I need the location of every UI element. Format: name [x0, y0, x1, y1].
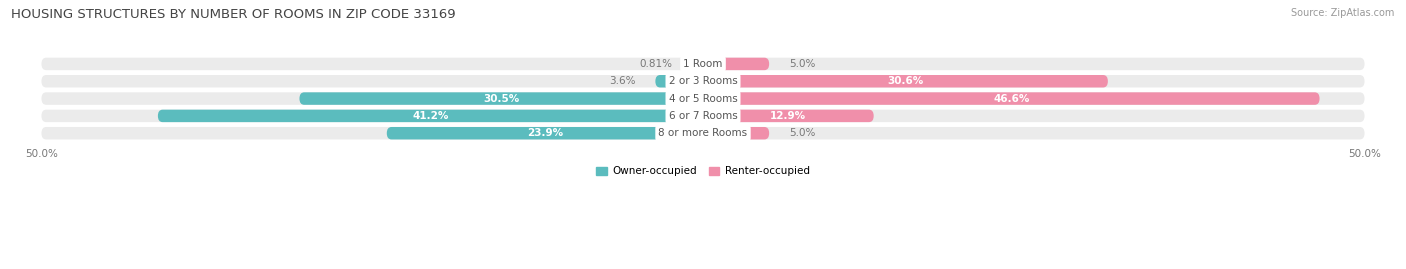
Text: 2 or 3 Rooms: 2 or 3 Rooms [669, 76, 737, 86]
FancyBboxPatch shape [299, 92, 707, 105]
FancyBboxPatch shape [41, 110, 1365, 122]
FancyBboxPatch shape [699, 110, 873, 122]
Text: 4 or 5 Rooms: 4 or 5 Rooms [669, 94, 737, 104]
FancyBboxPatch shape [699, 58, 769, 70]
FancyBboxPatch shape [699, 92, 1320, 105]
FancyBboxPatch shape [157, 110, 707, 122]
FancyBboxPatch shape [41, 75, 1365, 87]
Text: 46.6%: 46.6% [993, 94, 1029, 104]
Text: 41.2%: 41.2% [412, 111, 449, 121]
Text: 3.6%: 3.6% [609, 76, 636, 86]
Text: HOUSING STRUCTURES BY NUMBER OF ROOMS IN ZIP CODE 33169: HOUSING STRUCTURES BY NUMBER OF ROOMS IN… [11, 8, 456, 21]
FancyBboxPatch shape [699, 75, 1108, 87]
Text: 12.9%: 12.9% [770, 111, 807, 121]
FancyBboxPatch shape [699, 127, 769, 139]
FancyBboxPatch shape [387, 127, 707, 139]
Text: 1 Room: 1 Room [683, 59, 723, 69]
FancyBboxPatch shape [692, 58, 707, 70]
Text: 5.0%: 5.0% [789, 128, 815, 138]
FancyBboxPatch shape [655, 75, 707, 87]
FancyBboxPatch shape [41, 92, 1365, 105]
Text: 23.9%: 23.9% [527, 128, 562, 138]
Text: 6 or 7 Rooms: 6 or 7 Rooms [669, 111, 737, 121]
Text: 8 or more Rooms: 8 or more Rooms [658, 128, 748, 138]
Text: 30.6%: 30.6% [887, 76, 924, 86]
Legend: Owner-occupied, Renter-occupied: Owner-occupied, Renter-occupied [592, 162, 814, 180]
FancyBboxPatch shape [41, 58, 1365, 70]
Text: 5.0%: 5.0% [789, 59, 815, 69]
Text: 30.5%: 30.5% [484, 94, 519, 104]
Text: 0.81%: 0.81% [640, 59, 672, 69]
FancyBboxPatch shape [41, 127, 1365, 139]
Text: Source: ZipAtlas.com: Source: ZipAtlas.com [1291, 8, 1395, 18]
